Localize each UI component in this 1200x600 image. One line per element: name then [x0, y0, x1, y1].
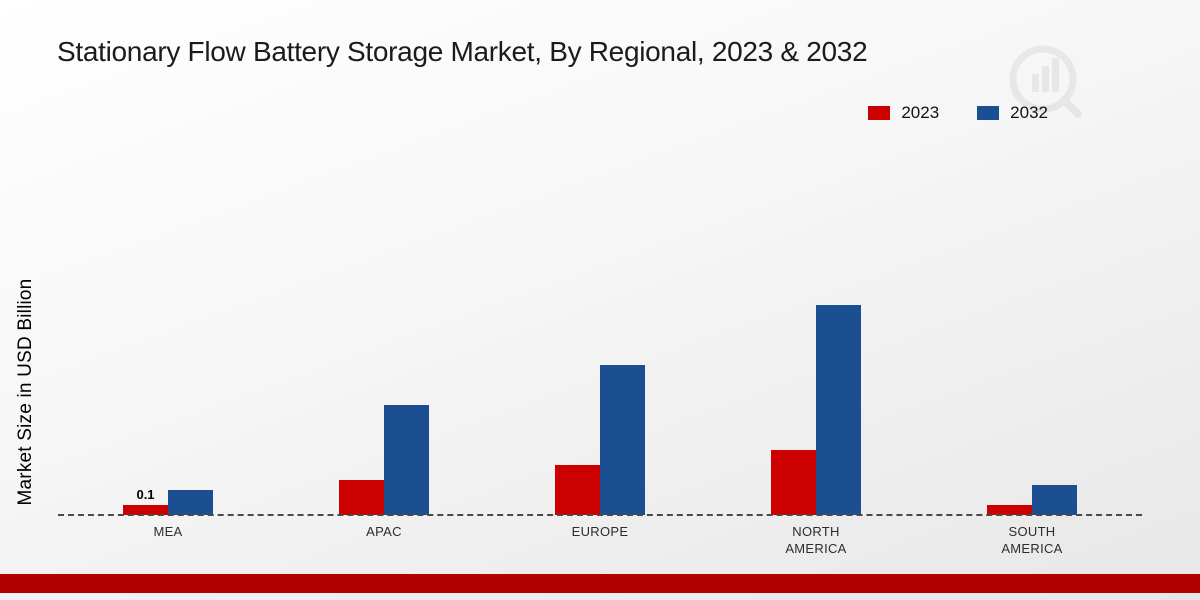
- plot-area: 0.1: [60, 0, 1140, 515]
- footer-accent-bar: [0, 574, 1200, 593]
- x-axis-label-apac: APAC: [366, 524, 402, 539]
- legend-item-2023[interactable]: 2023: [868, 103, 939, 123]
- legend-label-2023: 2023: [901, 103, 940, 122]
- bar-group-europe: [555, 365, 645, 515]
- watermark-logo-icon: [1009, 45, 1082, 118]
- legend-item-2032[interactable]: 2032: [977, 103, 1048, 123]
- legend-label-2032: 2032: [1010, 103, 1048, 122]
- bar-2032-apac[interactable]: [384, 405, 429, 515]
- x-axis-baseline: [58, 514, 1142, 516]
- bar-group-mea: 0.1: [123, 487, 213, 515]
- x-axis-label-mea: MEA: [153, 524, 183, 539]
- x-axis-label-south-america: SOUTH AMERICA: [1001, 524, 1063, 556]
- legend-swatch-2023: [868, 106, 891, 120]
- bar-group-apac: [339, 405, 429, 515]
- bar-value-label-2023-mea: 0.1: [136, 487, 155, 502]
- bar-group-south-america: [987, 485, 1077, 515]
- bar-group-north-america: [771, 305, 861, 515]
- x-axis-label-north-america: NORTH AMERICA: [785, 524, 847, 556]
- bar-2032-europe[interactable]: [600, 365, 645, 515]
- bar-2023-europe[interactable]: [555, 465, 600, 515]
- bar-2023-north-america[interactable]: [771, 450, 816, 515]
- chart-legend: 2023 2032: [868, 103, 1048, 123]
- bar-2023-apac[interactable]: [339, 480, 384, 515]
- bar-2023-south-america[interactable]: [987, 505, 1032, 515]
- x-axis-label-europe: EUROPE: [571, 524, 629, 539]
- bar-2032-mea[interactable]: [168, 490, 213, 515]
- x-axis-labels: MEA APAC EUROPE NORTH AMERICA SOUTH AMERICA: [60, 524, 1140, 570]
- y-axis-title: Market Size in USD Billion: [15, 278, 36, 506]
- bar-2032-north-america[interactable]: [816, 305, 861, 515]
- bar-2032-south-america[interactable]: [1032, 485, 1077, 515]
- bar-2023-mea[interactable]: 0.1: [123, 487, 168, 515]
- chart-title: Stationary Flow Battery Storage Market, …: [57, 36, 868, 67]
- legend-swatch-2032: [977, 106, 1000, 120]
